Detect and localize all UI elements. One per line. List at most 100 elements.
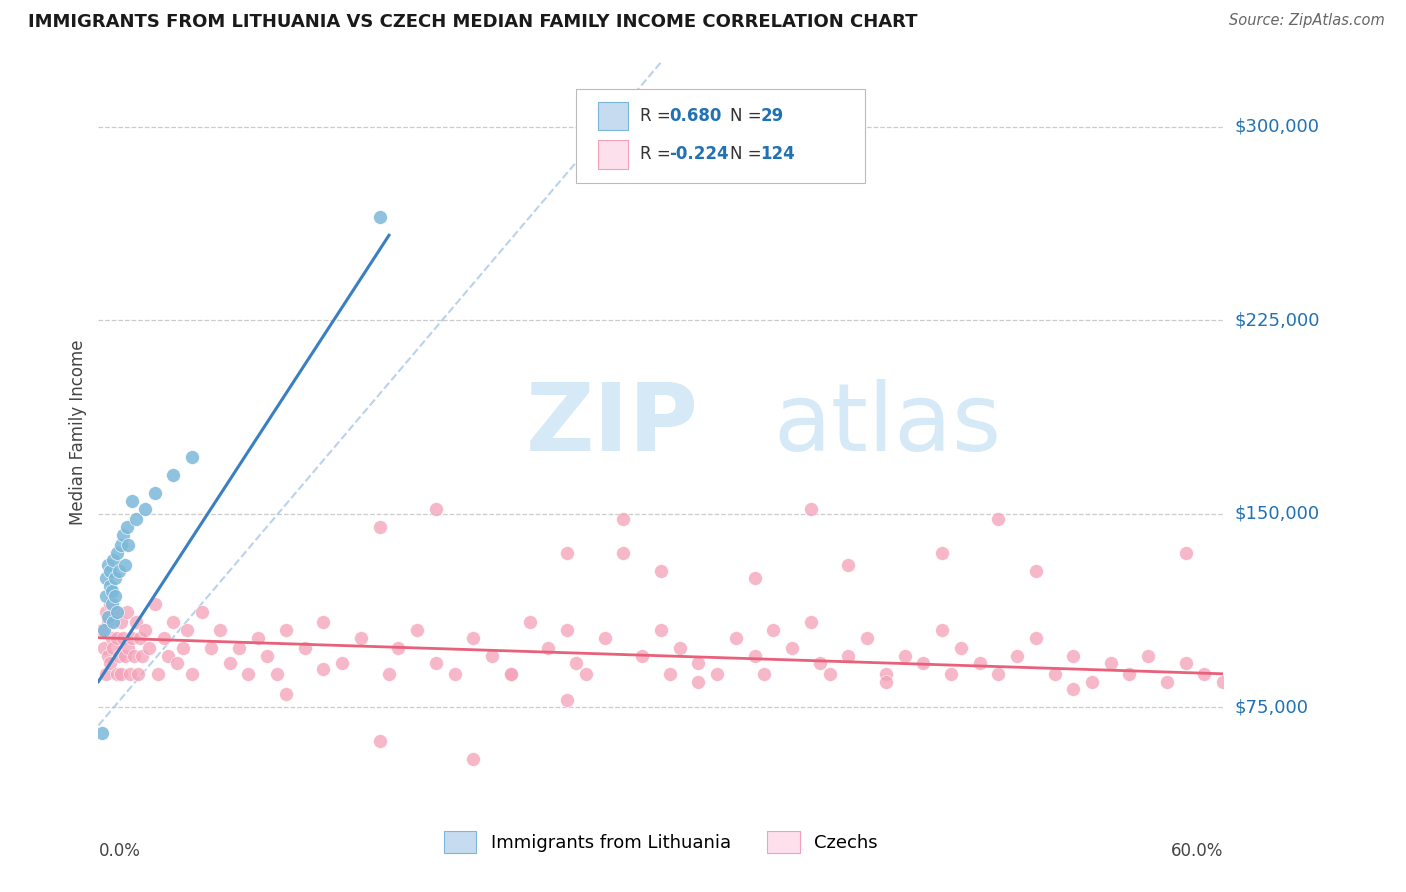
Point <box>115 605 138 619</box>
Point <box>780 640 803 655</box>
Point <box>555 692 578 706</box>
Point <box>612 512 634 526</box>
Point <box>931 623 953 637</box>
Point <box>800 615 823 630</box>
Point <box>110 615 132 630</box>
Point <box>818 666 841 681</box>
Point <box>312 662 335 676</box>
Point <box>1118 666 1140 681</box>
Point <box>97 648 120 663</box>
Text: R =: R = <box>640 107 676 125</box>
Point <box>650 564 672 578</box>
Point <box>575 666 598 681</box>
Text: atlas: atlas <box>773 379 1001 471</box>
Point <box>98 564 121 578</box>
Point <box>117 640 139 655</box>
Point <box>499 666 522 681</box>
Text: $150,000: $150,000 <box>1234 505 1319 523</box>
Point <box>706 666 728 681</box>
Point <box>565 657 588 671</box>
Y-axis label: Median Family Income: Median Family Income <box>69 340 87 525</box>
Point <box>181 450 204 464</box>
Point <box>1062 648 1084 663</box>
Point <box>969 657 991 671</box>
Point <box>91 623 114 637</box>
Point <box>246 631 269 645</box>
Point <box>1174 545 1197 559</box>
Point <box>837 558 859 573</box>
Point <box>631 648 654 663</box>
Point <box>425 501 447 516</box>
Point <box>378 666 401 681</box>
Point <box>114 558 136 573</box>
Point <box>931 545 953 559</box>
Point <box>875 674 897 689</box>
Point <box>1005 648 1028 663</box>
Point <box>537 640 560 655</box>
Text: 0.680: 0.680 <box>669 107 721 125</box>
Legend: Immigrants from Lithuania, Czechs: Immigrants from Lithuania, Czechs <box>437 824 884 861</box>
Point <box>105 605 128 619</box>
Point <box>256 648 278 663</box>
Point <box>800 501 823 516</box>
Point <box>121 631 143 645</box>
Text: ZIP: ZIP <box>526 379 699 471</box>
Point <box>744 571 766 585</box>
Point <box>93 623 115 637</box>
Text: 0.0%: 0.0% <box>98 842 141 860</box>
Point <box>100 597 122 611</box>
Point <box>93 640 115 655</box>
Text: -0.224: -0.224 <box>669 145 728 163</box>
Point <box>1043 666 1066 681</box>
Point <box>166 657 188 671</box>
Text: 124: 124 <box>761 145 796 163</box>
Point <box>1212 674 1234 689</box>
Point <box>108 564 131 578</box>
Point <box>120 666 142 681</box>
Point <box>100 584 122 599</box>
Text: 29: 29 <box>761 107 785 125</box>
Point <box>1137 648 1160 663</box>
Point <box>368 520 391 534</box>
Point <box>555 545 578 559</box>
Point <box>98 657 121 671</box>
Point <box>162 468 184 483</box>
Point <box>200 640 222 655</box>
Point <box>105 666 128 681</box>
Point <box>762 623 785 637</box>
Point <box>893 648 915 663</box>
Point <box>127 666 149 681</box>
Point <box>294 640 316 655</box>
Point <box>121 494 143 508</box>
Point <box>463 752 485 766</box>
Point <box>94 605 117 619</box>
Point <box>875 666 897 681</box>
Point <box>114 648 136 663</box>
Point <box>1156 674 1178 689</box>
Text: Source: ZipAtlas.com: Source: ZipAtlas.com <box>1229 13 1385 29</box>
Point <box>97 615 120 630</box>
Point <box>387 640 409 655</box>
Text: 60.0%: 60.0% <box>1171 842 1223 860</box>
Point <box>134 623 156 637</box>
Point <box>111 527 134 541</box>
Point <box>1025 631 1047 645</box>
Point <box>987 666 1010 681</box>
Point <box>949 640 972 655</box>
Point <box>104 590 127 604</box>
Point <box>117 538 139 552</box>
Point <box>103 640 125 655</box>
Point <box>111 631 134 645</box>
Point <box>108 648 131 663</box>
Point <box>128 631 150 645</box>
Point <box>274 688 297 702</box>
Point <box>134 501 156 516</box>
Point <box>1099 657 1122 671</box>
Text: R =: R = <box>640 145 676 163</box>
Point <box>941 666 963 681</box>
Point <box>125 615 148 630</box>
Text: $225,000: $225,000 <box>1234 311 1320 329</box>
Point <box>1081 674 1104 689</box>
Point <box>752 666 775 681</box>
Point <box>143 597 166 611</box>
